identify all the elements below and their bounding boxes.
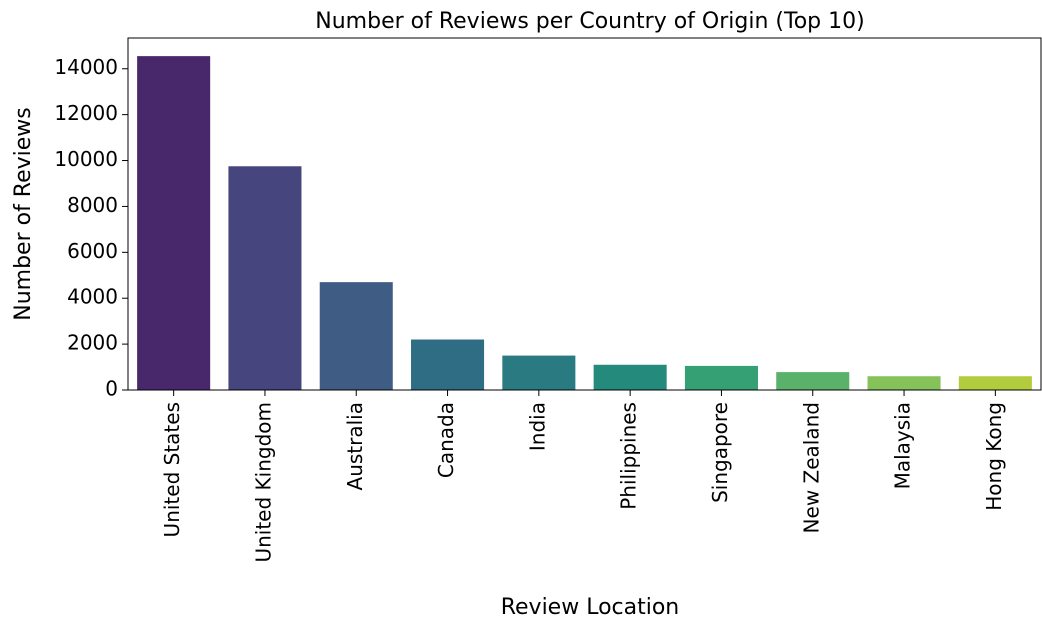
bar xyxy=(593,364,667,390)
bar xyxy=(228,166,302,390)
y-tick-label: 10000 xyxy=(54,147,118,171)
x-tick-label: Singapore xyxy=(708,402,732,503)
chart-title: Number of Reviews per Country of Origin … xyxy=(315,9,864,34)
x-tick-label: Philippines xyxy=(617,402,641,510)
x-axis-label: Review Location xyxy=(501,595,680,620)
x-tick-label: Australia xyxy=(343,402,367,490)
x-tick-label: Canada xyxy=(434,402,458,478)
x-tick-label: India xyxy=(525,402,549,451)
x-tick-label: Hong Kong xyxy=(982,402,1006,511)
bar xyxy=(502,355,576,390)
y-axis-label: Number of Reviews xyxy=(11,107,36,321)
bar xyxy=(319,282,393,390)
bar xyxy=(867,376,941,390)
x-tick-label: United Kingdom xyxy=(251,402,275,563)
bar xyxy=(411,339,485,390)
y-tick-label: 6000 xyxy=(67,239,118,263)
y-tick-label: 4000 xyxy=(67,285,118,309)
y-tick-label: 8000 xyxy=(67,193,118,217)
bar xyxy=(137,56,211,390)
plot-frame xyxy=(127,37,1042,391)
x-tick-label: New Zealand xyxy=(799,402,823,533)
x-tick-label: Malaysia xyxy=(891,402,915,489)
y-tick-label: 2000 xyxy=(67,331,118,355)
y-tick-label: 14000 xyxy=(54,55,118,79)
x-tick-label: United States xyxy=(160,402,184,537)
bar xyxy=(776,372,850,390)
bar xyxy=(958,376,1032,390)
y-tick-label: 0 xyxy=(105,377,118,401)
bar xyxy=(684,365,758,390)
y-tick-label: 12000 xyxy=(54,101,118,125)
